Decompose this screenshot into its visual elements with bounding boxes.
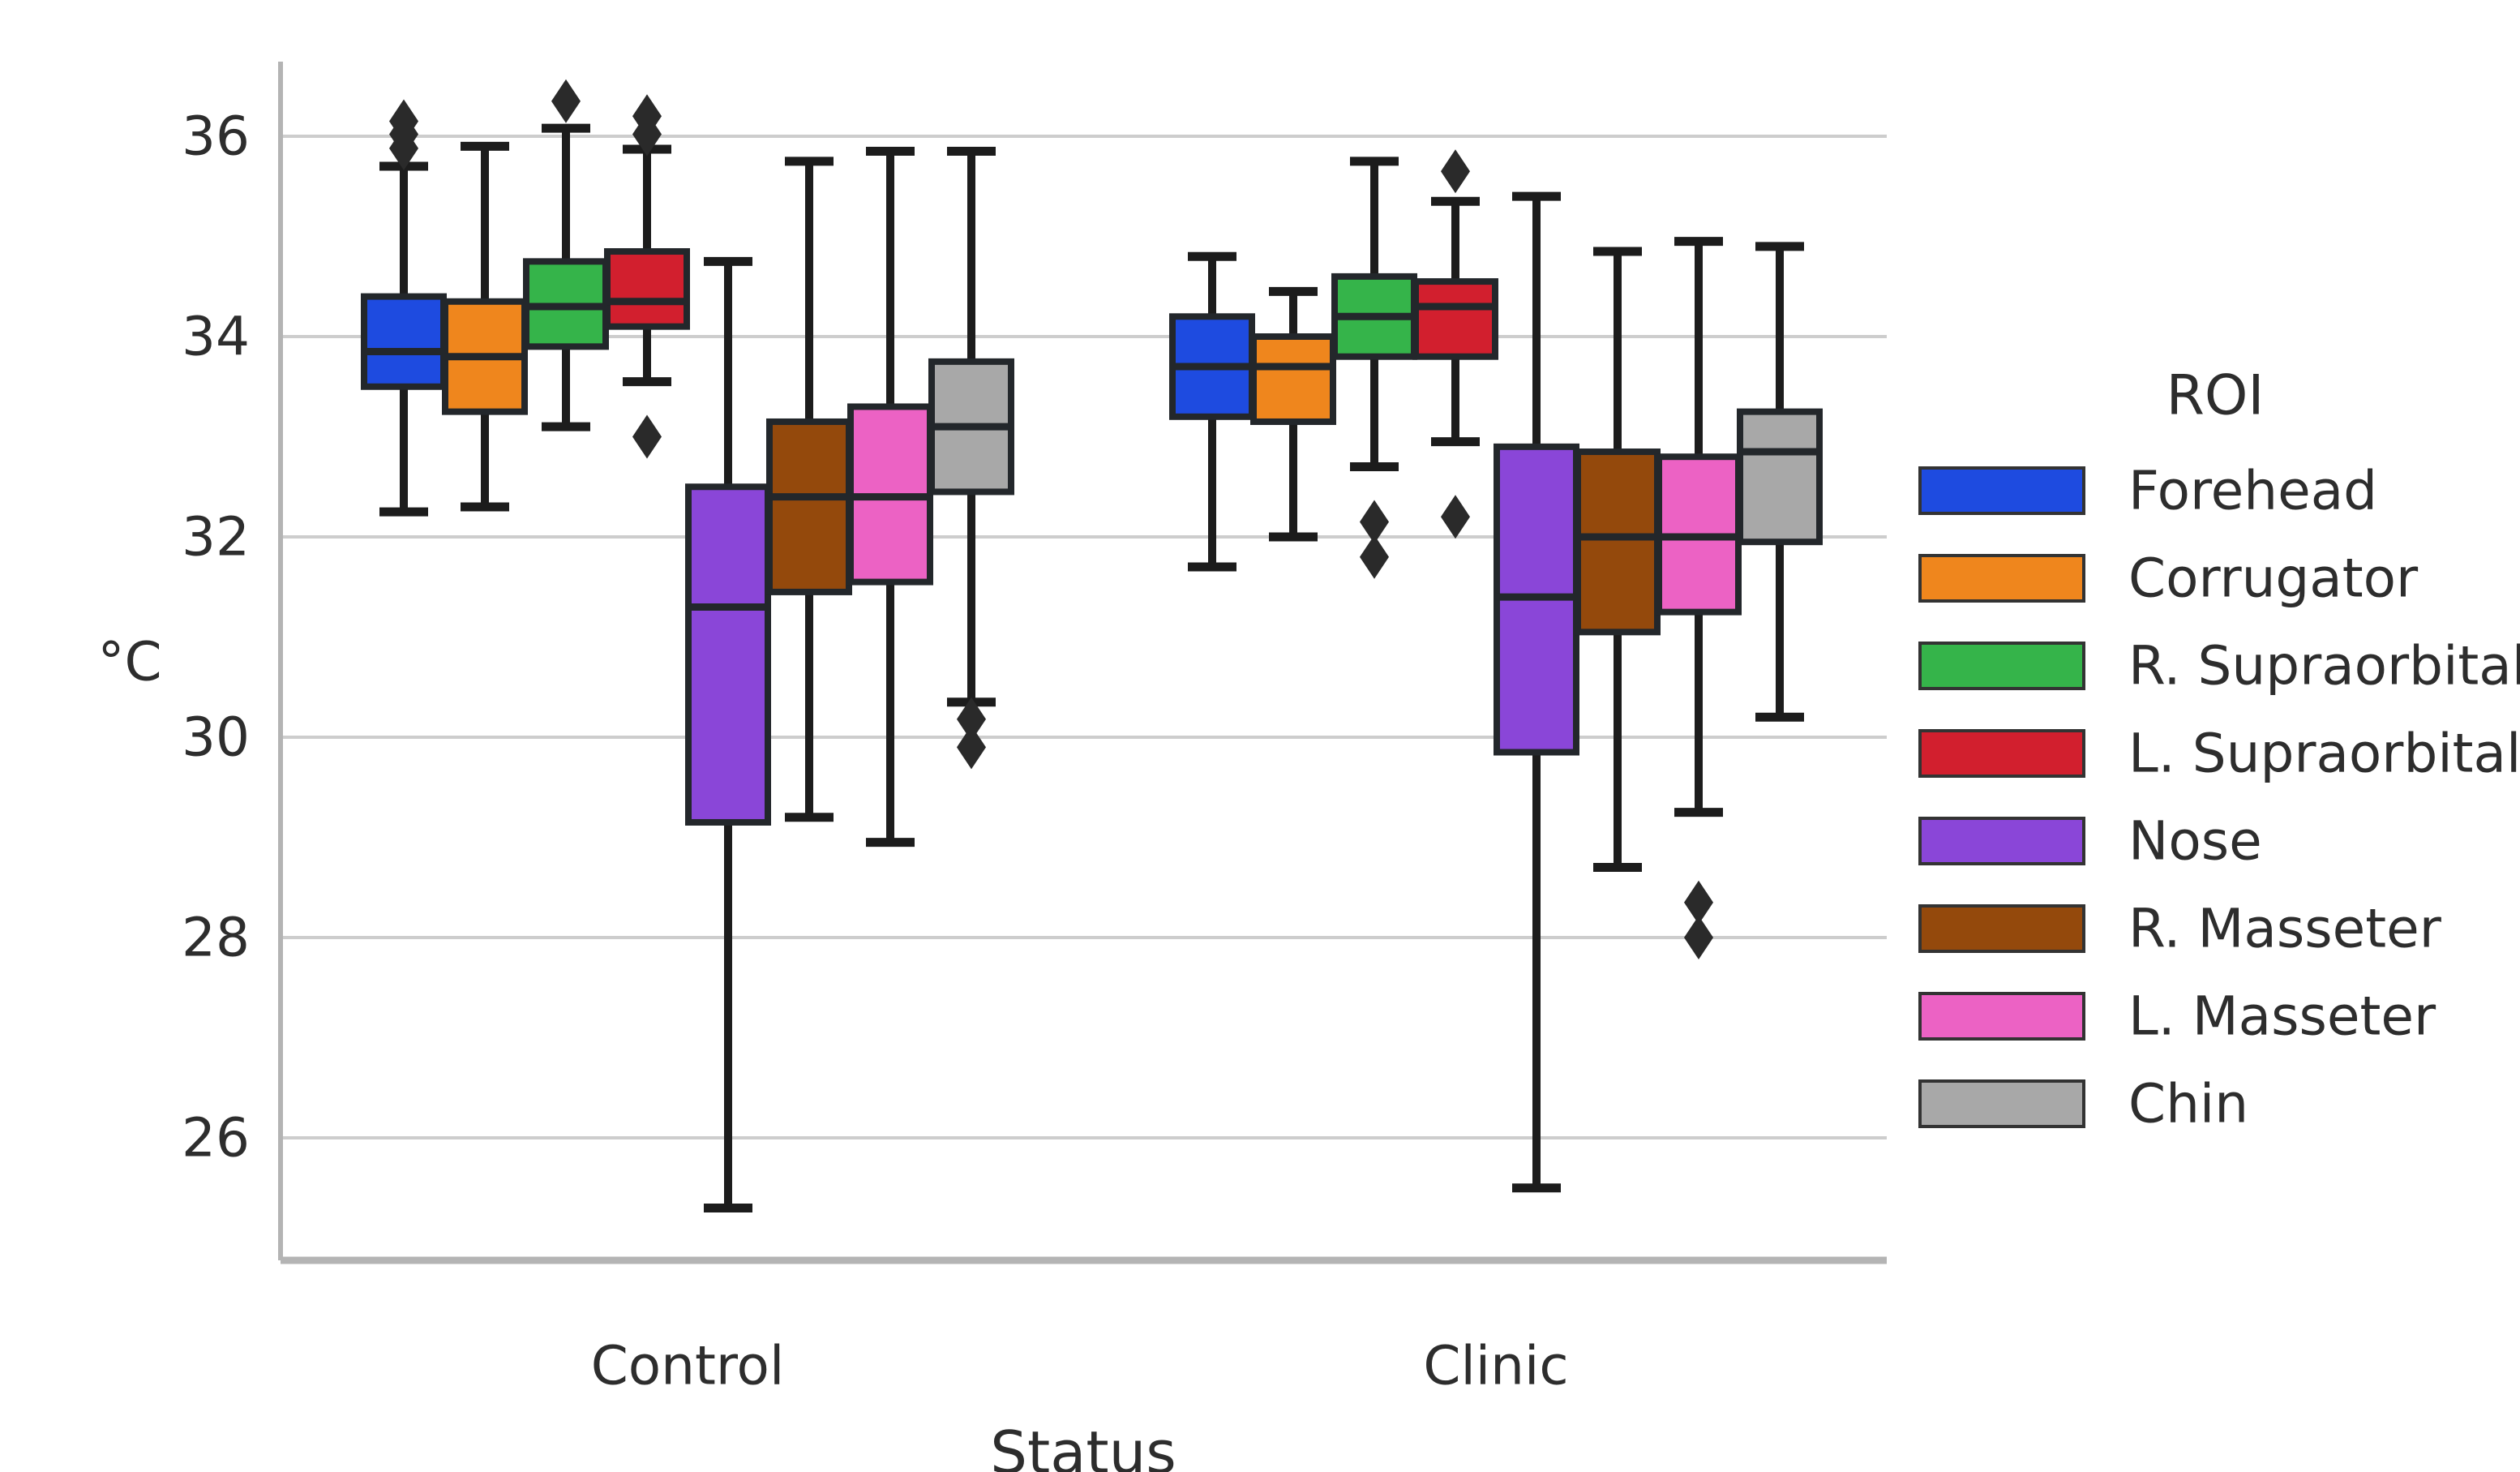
box-control-l-masseter [847, 147, 933, 848]
box-rect [1412, 278, 1498, 360]
legend-swatch [1918, 466, 2085, 515]
y-tick-labels: 36 34 32 30 28 26 [182, 105, 250, 1169]
y-tick-label: 36 [182, 105, 250, 168]
legend-swatch [1918, 1079, 2085, 1128]
legend-entry-chin: Chin [1918, 1073, 2248, 1135]
y-axis-label: °C [97, 631, 161, 693]
box-control-chin [928, 147, 1014, 770]
box-clinic-chin [1737, 242, 1823, 722]
outlier-diamond [1441, 149, 1470, 194]
legend-swatch [1918, 554, 2085, 603]
x-tick-label-control: Control [591, 1335, 785, 1397]
y-tick-label: 34 [182, 306, 250, 368]
legend-entry-corrugator: Corrugator [1918, 547, 2419, 610]
box-rect [1737, 408, 1823, 546]
outlier-diamond [551, 79, 581, 123]
legend-swatch [1918, 817, 2085, 865]
legend-label: L. Masseter [2128, 985, 2436, 1048]
chart-background [32, 13, 2520, 1472]
outlier-diamond [957, 725, 986, 770]
box-control-r-supraorbital [523, 79, 609, 431]
box-clinic-corrugator [1250, 286, 1336, 542]
legend-entry-nose: Nose [1918, 810, 2262, 873]
legend-label: Chin [2128, 1073, 2248, 1135]
outlier-diamond [1360, 534, 1389, 579]
box-clinic-forehead [1169, 251, 1255, 572]
outlier-diamond [389, 99, 418, 144]
legend-label: Nose [2128, 810, 2262, 873]
legend-swatch [1918, 904, 2085, 953]
outlier-diamond [1684, 880, 1713, 925]
box-control-forehead [361, 99, 447, 517]
outlier-diamond [1684, 916, 1713, 959]
legend-entry-l-supraorbital: L. Supraorbital [1918, 723, 2520, 785]
legend-label: Corrugator [2128, 547, 2419, 610]
box-control-r-masseter [766, 157, 852, 822]
page: { "figure": { "background": "#ffffff", "… [0, 13, 2520, 1472]
y-tick-label: 26 [182, 1107, 250, 1169]
legend-entry-l-masseter: L. Masseter [1918, 985, 2436, 1048]
y-tick-label: 32 [182, 506, 250, 569]
legend: ROI Forehead Corrugator R. Supraorbital L. S… [1918, 364, 2520, 1135]
y-tick-label: 30 [182, 706, 250, 769]
outlier-diamond [632, 112, 662, 157]
x-axis-label: Status [990, 1418, 1176, 1472]
legend-swatch [1918, 729, 2085, 778]
x-tick-labels: Control Clinic [591, 1335, 1569, 1397]
box-rect [685, 483, 771, 826]
box-rect [604, 248, 690, 330]
legend-label: R. Supraorbital [2128, 635, 2520, 697]
legend-label: R. Masseter [2128, 898, 2442, 960]
box-rect [1575, 448, 1661, 636]
outlier-diamond [957, 697, 986, 741]
box-clinic-r-supraorbital [1331, 157, 1417, 579]
boxes [361, 79, 1823, 1212]
box-rect [766, 418, 852, 595]
box-clinic-l-supraorbital [1412, 149, 1498, 539]
legend-swatch [1918, 642, 2085, 690]
outlier-diamond [632, 414, 662, 459]
outlier-diamond [1441, 495, 1470, 539]
legend-entry-r-masseter: R. Masseter [1918, 898, 2442, 960]
legend-label: Forehead [2128, 460, 2377, 522]
box-control-l-supraorbital [604, 94, 690, 459]
box-clinic-r-masseter [1575, 247, 1661, 873]
x-tick-label-clinic: Clinic [1423, 1335, 1568, 1397]
box-rect [1250, 333, 1336, 425]
box-rect [361, 293, 447, 390]
box-control-nose [685, 256, 771, 1212]
chart-svg: 36 34 32 30 28 26 °C Control Clinic Status ROI Fore… [32, 13, 2520, 1472]
legend-entry-forehead: Forehead [1918, 460, 2377, 522]
legend-title: ROI [2166, 364, 2265, 428]
boxplot-figure: 36 34 32 30 28 26 °C Control Clinic Status ROI Fore… [32, 13, 2520, 1472]
box-control-corrugator [442, 141, 528, 512]
y-tick-label: 28 [182, 907, 250, 969]
legend-swatch [1918, 992, 2085, 1041]
legend-label: L. Supraorbital [2128, 723, 2520, 785]
box-clinic-l-masseter [1656, 237, 1742, 959]
legend-entry-r-supraorbital: R. Supraorbital [1918, 635, 2520, 697]
outlier-diamond [1360, 500, 1389, 544]
box-clinic-nose [1494, 191, 1579, 1193]
